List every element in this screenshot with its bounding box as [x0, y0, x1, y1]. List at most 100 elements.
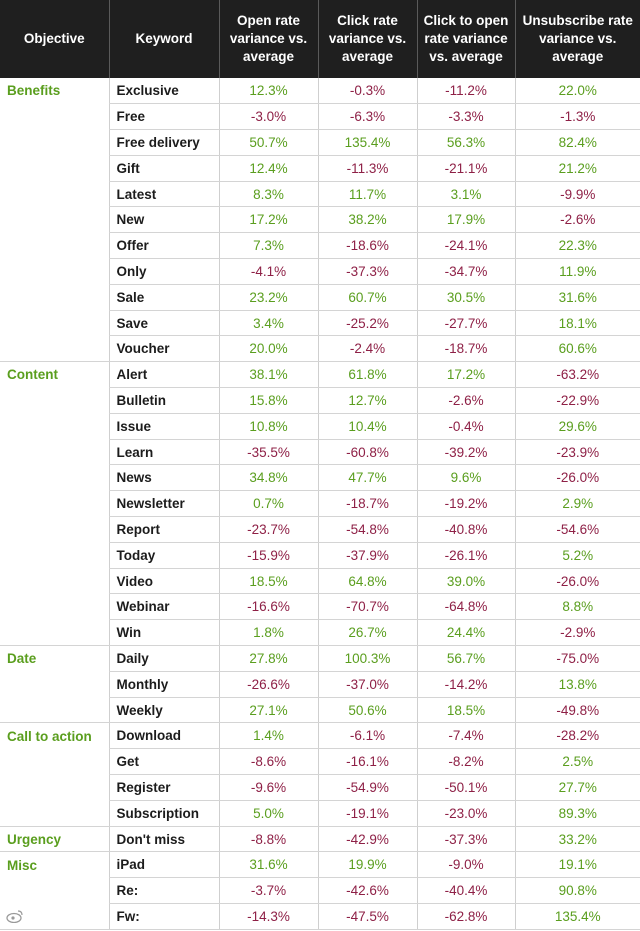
table-row: Save 3.4% -25.2% -27.7% 18.1%: [0, 310, 640, 337]
unsubscribe-cell: 2.5%: [514, 748, 640, 776]
open-rate-cell: 31.6%: [218, 851, 318, 879]
open-rate-cell: 17.2%: [218, 206, 318, 234]
unsubscribe-cell: 29.6%: [514, 413, 640, 440]
open-rate-cell: -8.6%: [218, 748, 318, 776]
keyword-cell: Free delivery: [108, 129, 219, 156]
click-rate-cell: -60.8%: [317, 439, 417, 466]
click-to-open-cell: 56.7%: [416, 645, 515, 672]
header-unsubscribe: Unsubscribe rate variance vs. average: [514, 0, 640, 78]
keyword-cell: Download: [108, 722, 219, 750]
table-row: Sale 23.2% 60.7% 30.5% 31.6%: [0, 284, 640, 311]
click-rate-cell: -6.3%: [317, 103, 417, 131]
table-row: Date Daily 27.8% 100.3% 56.7% -75.0%: [0, 645, 640, 672]
header-open-rate: Open rate variance vs. average: [218, 0, 318, 78]
objective-cell: [0, 878, 109, 904]
objective-cell: [0, 749, 109, 775]
click-to-open-cell: -21.1%: [416, 155, 515, 182]
table-row: Weekly 27.1% 50.6% 18.5% -49.8%: [0, 697, 640, 724]
click-to-open-cell: 3.1%: [416, 181, 515, 208]
open-rate-cell: 50.7%: [218, 129, 318, 156]
weibo-logo-icon: [6, 909, 23, 923]
click-to-open-cell: -8.2%: [416, 748, 515, 776]
table-row: Get -8.6% -16.1% -8.2% 2.5%: [0, 748, 640, 776]
click-rate-cell: 26.7%: [317, 619, 417, 647]
click-rate-cell: 10.4%: [317, 413, 417, 440]
click-rate-cell: 11.7%: [317, 181, 417, 208]
keyword-cell: Learn: [108, 439, 219, 466]
objective-cell: [0, 130, 109, 156]
click-rate-cell: 50.6%: [317, 697, 417, 724]
unsubscribe-cell: -63.2%: [514, 361, 640, 389]
table-row: Voucher 20.0% -2.4% -18.7% 60.6%: [0, 335, 640, 363]
unsubscribe-cell: 60.6%: [514, 335, 640, 363]
keyword-cell: Monthly: [108, 671, 219, 698]
click-to-open-cell: -0.4%: [416, 413, 515, 440]
unsubscribe-cell: 13.8%: [514, 671, 640, 698]
click-to-open-cell: 56.3%: [416, 129, 515, 156]
table-row: Register -9.6% -54.9% -50.1% 27.7%: [0, 774, 640, 801]
open-rate-cell: -26.6%: [218, 671, 318, 698]
click-rate-cell: 61.8%: [317, 361, 417, 389]
table-row: Free -3.0% -6.3% -3.3% -1.3%: [0, 103, 640, 131]
open-rate-cell: 5.0%: [218, 800, 318, 827]
keyword-cell: Today: [108, 542, 219, 569]
unsubscribe-cell: 22.0%: [514, 78, 640, 105]
open-rate-cell: 7.3%: [218, 232, 318, 260]
objective-cell: [0, 465, 109, 491]
table-row: Issue 10.8% 10.4% -0.4% 29.6%: [0, 413, 640, 440]
open-rate-cell: 23.2%: [218, 284, 318, 311]
click-to-open-cell: 18.5%: [416, 697, 515, 724]
keyword-cell: Webinar: [108, 593, 219, 621]
open-rate-cell: 12.3%: [218, 78, 318, 105]
table-row: Content Alert 38.1% 61.8% 17.2% -63.2%: [0, 361, 640, 389]
click-to-open-cell: -39.2%: [416, 439, 515, 466]
unsubscribe-cell: 5.2%: [514, 542, 640, 569]
unsubscribe-cell: 19.1%: [514, 851, 640, 879]
objective-cell: [0, 800, 109, 827]
click-rate-cell: -42.6%: [317, 877, 417, 904]
open-rate-cell: 38.1%: [218, 361, 318, 389]
objective-cell: [0, 259, 109, 285]
open-rate-cell: -3.7%: [218, 877, 318, 904]
unsubscribe-cell: 2.9%: [514, 490, 640, 518]
open-rate-cell: 1.8%: [218, 619, 318, 647]
unsubscribe-cell: 22.3%: [514, 232, 640, 260]
click-rate-cell: 12.7%: [317, 387, 417, 414]
click-to-open-cell: -23.0%: [416, 800, 515, 827]
click-to-open-cell: -14.2%: [416, 671, 515, 698]
objective-cell: [0, 439, 109, 465]
table-row: Call to action Download 1.4% -6.1% -7.4% -28.…: [0, 722, 640, 750]
open-rate-cell: 27.1%: [218, 697, 318, 724]
click-rate-cell: -37.3%: [317, 258, 417, 285]
unsubscribe-cell: 27.7%: [514, 774, 640, 801]
unsubscribe-cell: -49.8%: [514, 697, 640, 724]
keyword-cell: Daily: [108, 645, 219, 672]
objective-cell: [0, 284, 109, 310]
keyword-cell: Free: [108, 103, 219, 131]
table-row: Today -15.9% -37.9% -26.1% 5.2%: [0, 542, 640, 569]
unsubscribe-cell: -75.0%: [514, 645, 640, 672]
click-rate-cell: 100.3%: [317, 645, 417, 672]
keyword-cell: Issue: [108, 413, 219, 440]
open-rate-cell: -35.5%: [218, 439, 318, 466]
keyword-cell: Sale: [108, 284, 219, 311]
table-row: Fw: -14.3% -47.5% -62.8% 135.4%: [0, 903, 640, 930]
table-row: New 17.2% 38.2% 17.9% -2.6%: [0, 206, 640, 234]
open-rate-cell: 20.0%: [218, 335, 318, 363]
objective-cell: [0, 388, 109, 414]
click-to-open-cell: -26.1%: [416, 542, 515, 569]
open-rate-cell: -23.7%: [218, 516, 318, 543]
click-rate-cell: -18.7%: [317, 490, 417, 518]
table-row: Report -23.7% -54.8% -40.8% -54.6%: [0, 516, 640, 543]
click-to-open-cell: -3.3%: [416, 103, 515, 131]
objective-cell: [0, 903, 109, 930]
objective-cell: [0, 775, 109, 801]
unsubscribe-cell: -28.2%: [514, 722, 640, 750]
table-row: Offer 7.3% -18.6% -24.1% 22.3%: [0, 232, 640, 260]
click-rate-cell: -0.3%: [317, 78, 417, 105]
keyword-cell: Get: [108, 748, 219, 776]
objective-cell: [0, 594, 109, 620]
unsubscribe-cell: 135.4%: [514, 903, 640, 930]
keyword-cell: News: [108, 464, 219, 492]
unsubscribe-cell: 21.2%: [514, 155, 640, 182]
